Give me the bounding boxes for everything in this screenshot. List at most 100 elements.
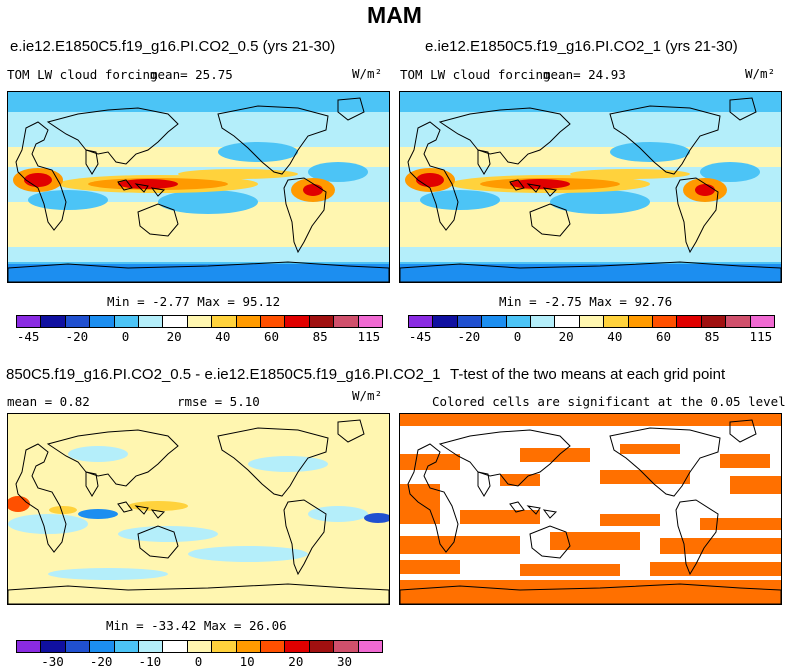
coastline: [85, 149, 99, 175]
colorbar-cell: [187, 641, 213, 652]
colorbar-tick-label: 60: [655, 329, 672, 344]
colorbar-tick-label: -10: [138, 654, 162, 669]
coastline: [477, 149, 491, 175]
colorbar-top-left: [16, 315, 383, 328]
coastline: [137, 525, 179, 559]
colorbar-tick-label: 40: [607, 329, 623, 344]
colorbar-cell: [41, 641, 66, 652]
map-bottom-right: [399, 413, 782, 605]
coastline: [407, 121, 459, 231]
coastline: [675, 177, 719, 254]
map-top-left: [7, 91, 390, 283]
colorbar-cell: [236, 641, 262, 652]
colorbar-cell: [309, 641, 335, 652]
coastline: [407, 443, 459, 553]
colorbar-tick-label: 20: [166, 329, 182, 344]
units-label-top-left: W/m²: [352, 66, 383, 81]
colorbar-tick-label: -20: [65, 329, 89, 344]
coastline: [609, 427, 721, 497]
panel-title-top-left: e.ie12.E1850C5.f19_g16.PI.CO2_0.5 (yrs 2…: [10, 38, 336, 55]
mean-label-top-right: mean= 24.93: [543, 67, 626, 82]
colorbar-cell: [358, 316, 383, 327]
colorbar-tick-label: 40: [215, 329, 231, 344]
minmax-bottom-left: Min = -33.42 Max = 26.06: [106, 618, 287, 633]
colorbar-tick-label: 0: [513, 329, 522, 344]
colorbar-cell: [628, 316, 654, 327]
mean-label-bottom-left: mean = 0.82: [7, 394, 90, 409]
colorbar-cell: [163, 316, 188, 327]
units-label-top-right: W/m²: [745, 66, 776, 81]
colorbar-tick-label: 20: [558, 329, 574, 344]
coastline: [217, 105, 329, 175]
coastline: [46, 107, 179, 165]
map-field: [8, 92, 389, 282]
colorbar-cell: [701, 316, 727, 327]
colorbar-cell: [750, 316, 775, 327]
colorbar-cell: [604, 316, 629, 327]
units-label-bottom-left: W/m²: [352, 388, 383, 403]
colorbar-cell: [90, 641, 115, 652]
main-title: MAM: [367, 2, 422, 28]
coastline: [509, 179, 558, 197]
colorbar-cell: [261, 641, 286, 652]
map-top-right: [399, 91, 782, 283]
colorbar-tick-label: -45: [16, 329, 40, 344]
coastline: [337, 97, 365, 121]
colorbar-cell: [285, 641, 310, 652]
colorbar-cell: [163, 641, 188, 652]
colorbar-cell: [65, 641, 91, 652]
colorbar-cell: [482, 316, 507, 327]
colorbar-tick-label: 60: [263, 329, 280, 344]
coastline: [529, 203, 571, 237]
colorbar-cell: [212, 316, 237, 327]
panel-title-bottom-left: 850C5.f19_g16.PI.CO2_0.5 - e.ie12.E1850C…: [6, 366, 441, 383]
coastline: [729, 97, 757, 121]
coastline: [85, 471, 99, 497]
mean-label-top-left: mean= 25.75: [150, 67, 233, 82]
colorbar-cell: [653, 316, 678, 327]
colorbar-tick-label: 20: [288, 654, 304, 669]
panel-title-top-right: e.ie12.E1850C5.f19_g16.PI.CO2_1 (yrs 21-…: [425, 38, 738, 55]
coastline: [117, 501, 166, 519]
colorbar-cell: [114, 641, 140, 652]
colorbar-cell: [358, 641, 383, 652]
colorbar-cell: [334, 316, 359, 327]
coastline: [675, 499, 719, 576]
colorbar-cell: [114, 316, 140, 327]
colorbar-cell: [139, 641, 164, 652]
colorbar-cell: [531, 316, 556, 327]
colorbar-bottom-left: [16, 640, 383, 653]
coastline: [117, 179, 166, 197]
map-field: [8, 414, 389, 604]
colorbar-cell: [433, 316, 458, 327]
colorbar-tick-label: -20: [457, 329, 481, 344]
coastline: [283, 499, 327, 576]
coastline: [609, 105, 721, 175]
coastline: [729, 419, 757, 443]
map-field: [400, 414, 781, 604]
colorbar-tick-label: 0: [194, 654, 203, 669]
map-field: [400, 92, 781, 282]
colorbar-tick-label: 85: [312, 329, 328, 344]
coastline: [15, 443, 67, 553]
colorbar-cell: [212, 641, 237, 652]
coastline: [529, 525, 571, 559]
colorbar-cell: [41, 316, 66, 327]
coastline: [15, 121, 67, 231]
colorbar-cell: [309, 316, 335, 327]
colorbar-cell: [677, 316, 702, 327]
variable-label-top-right: TOM LW cloud forcing: [400, 67, 551, 82]
colorbar-cell: [579, 316, 605, 327]
colorbar-cell: [17, 641, 42, 652]
coastline: [400, 583, 781, 604]
colorbar-tick-label: -20: [89, 654, 113, 669]
colorbar-tick-label: 115: [749, 329, 773, 344]
colorbar-tick-label: 10: [239, 654, 255, 669]
subtitle-bottom-right: Colored cells are significant at the 0.0…: [432, 394, 786, 409]
coastline: [8, 583, 389, 604]
coastline: [337, 419, 365, 443]
colorbar-cell: [90, 316, 115, 327]
coastline: [283, 177, 327, 254]
colorbar-cell: [139, 316, 164, 327]
colorbar-cell: [506, 316, 532, 327]
